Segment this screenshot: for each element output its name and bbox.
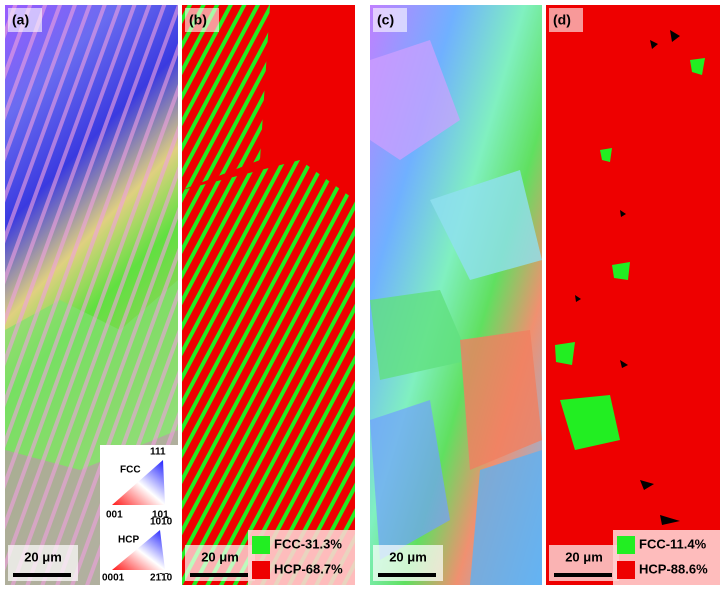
phase-map	[546, 5, 720, 585]
legend-swatch	[617, 561, 635, 579]
panel-b: (b) 20 μm FCC-31.3% HCP-68.7%	[182, 5, 355, 585]
ipf-title: HCP	[118, 535, 139, 546]
panel-a: (a) FCC 111 001 101 HCP 101̄0 0001 21̄1̄…	[5, 5, 178, 585]
legend-label: FCC-31.3%	[274, 536, 342, 551]
panel-label: (a)	[12, 12, 29, 28]
panel-label: (d)	[553, 12, 571, 28]
legend-swatch	[252, 561, 270, 579]
scale-bar-label: 20 μm	[24, 549, 62, 564]
scale-bar-label: 20 μm	[389, 549, 427, 564]
panel-label: (b)	[189, 12, 207, 28]
panel-d: (d) 20 μm FCC-11.4% HCP-88.6%	[546, 5, 720, 585]
scale-bar-label: 20 μm	[201, 549, 239, 564]
ipf-title: FCC	[120, 465, 141, 476]
ipf-corner: 21̄1̄0	[150, 573, 173, 584]
scale-bar	[13, 573, 71, 577]
ipf-corner: 001	[106, 510, 123, 521]
scale-bar	[190, 573, 248, 577]
scale-bar	[378, 573, 436, 577]
ipf-corner: 111	[150, 447, 166, 458]
panel-c: (c) 20 μm	[370, 5, 542, 585]
legend-label: HCP-68.7%	[274, 561, 343, 576]
legend-label: HCP-88.6%	[639, 561, 708, 576]
panel-label: (c)	[377, 12, 394, 28]
ipf-corner: 101̄0	[150, 517, 173, 528]
legend-swatch	[252, 536, 270, 554]
scale-bar	[554, 573, 612, 577]
legend-swatch	[617, 536, 635, 554]
ipf-corner: 0001	[102, 573, 125, 584]
scale-bar-label: 20 μm	[565, 549, 603, 564]
ipf-corner: 101	[152, 510, 169, 521]
legend-label: FCC-11.4%	[639, 536, 707, 551]
